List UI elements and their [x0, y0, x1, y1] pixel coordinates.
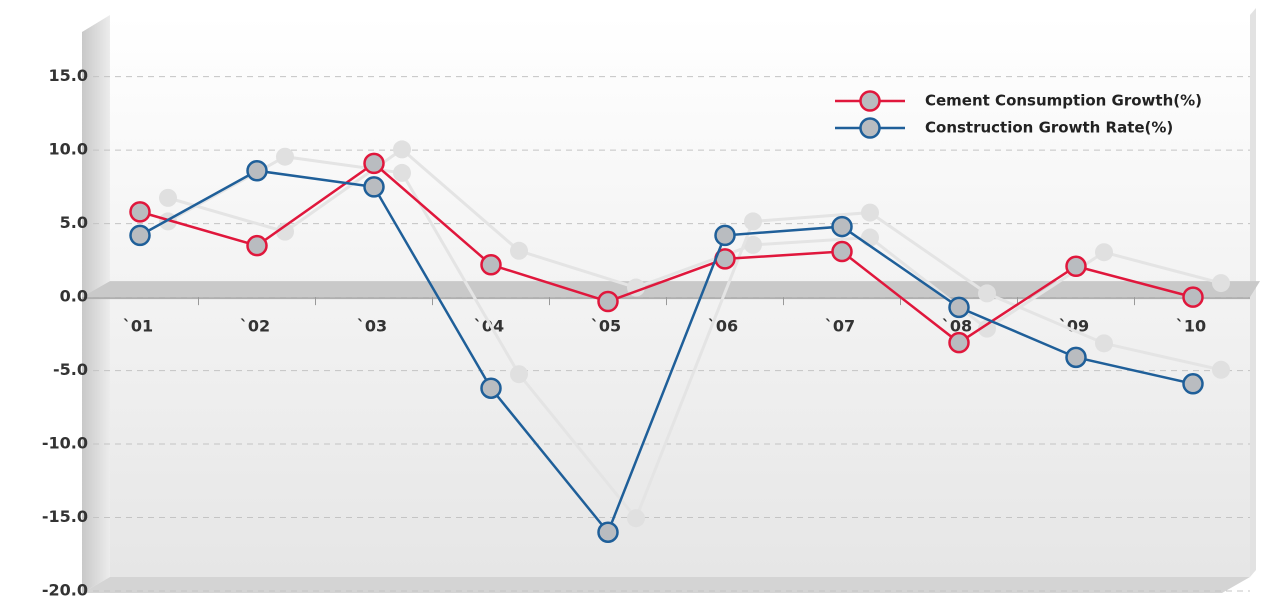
- y-tick-label: -20.0: [42, 581, 88, 600]
- x-tick-label: `06: [708, 317, 738, 336]
- marker-shadow: [861, 203, 879, 222]
- marker-shadow: [744, 212, 762, 231]
- marker: [246, 234, 268, 257]
- x-tick-label: `02: [240, 317, 270, 336]
- marker: [246, 159, 268, 182]
- x-tick-label: `05: [591, 317, 621, 336]
- marker-shadow: [393, 140, 411, 159]
- marker: [948, 296, 970, 319]
- marker: [831, 215, 853, 238]
- line-shadow: [167, 155, 1222, 522]
- marker-shadow: [627, 509, 645, 528]
- legend-label: Cement Consumption Growth(%): [925, 92, 1202, 110]
- marker: [129, 201, 151, 223]
- marker: [1065, 346, 1087, 369]
- marker: [480, 377, 502, 399]
- y-tick-label: -10.0: [42, 434, 88, 453]
- x-tick-label: `07: [825, 317, 855, 336]
- marker-shadow: [1212, 274, 1230, 293]
- marker: [948, 331, 970, 354]
- y-tick-label: 10.0: [49, 140, 88, 159]
- marker: [129, 224, 151, 247]
- series-line: [139, 161, 1194, 345]
- legend-label: Construction Growth Rate(%): [925, 119, 1173, 137]
- marker: [1065, 255, 1087, 277]
- y-tick-label: 15.0: [49, 66, 88, 85]
- marker-shadow: [1095, 243, 1113, 262]
- legend-marker: [859, 117, 881, 139]
- x-tick-label: `08: [942, 317, 972, 336]
- marker-shadow: [276, 147, 294, 166]
- marker-shadow: [1212, 360, 1230, 379]
- marker-shadow: [510, 365, 528, 384]
- marker-shadow: [276, 222, 294, 241]
- marker: [597, 290, 619, 313]
- marker-shadow: [393, 163, 411, 182]
- y-tick-label: 5.0: [60, 213, 88, 232]
- marker-shadow: [861, 228, 879, 247]
- marker: [480, 254, 502, 276]
- marker-shadow: [510, 241, 528, 260]
- y-tick-label: -15.0: [42, 507, 88, 526]
- marker: [714, 224, 736, 247]
- x-tick-label: `03: [357, 317, 387, 336]
- marker-shadow: [744, 235, 762, 254]
- series-line: [139, 169, 1194, 535]
- marker: [363, 152, 385, 175]
- x-tick-label: `09: [1059, 317, 1089, 336]
- legend-marker: [859, 90, 881, 112]
- y-tick-label: -5.0: [53, 360, 88, 379]
- x-tick-label: `10: [1176, 317, 1206, 336]
- marker: [363, 176, 385, 198]
- marker: [831, 240, 853, 263]
- x-tick-label: `01: [123, 317, 153, 336]
- marker: [1182, 286, 1204, 308]
- floor: [82, 577, 1250, 593]
- marker: [1182, 373, 1204, 395]
- marker-shadow: [159, 188, 177, 207]
- y-tick-label: 0.0: [60, 287, 88, 306]
- x-tick-label: `04: [474, 317, 504, 336]
- left-wall: [82, 15, 110, 593]
- zero-floor: [82, 281, 1260, 298]
- marker-shadow: [1095, 334, 1113, 353]
- marker: [597, 521, 619, 543]
- marker-shadow: [978, 284, 996, 303]
- line-shadow: [167, 147, 1222, 331]
- right-wall: [1250, 8, 1256, 577]
- marker-shadow: [978, 319, 996, 338]
